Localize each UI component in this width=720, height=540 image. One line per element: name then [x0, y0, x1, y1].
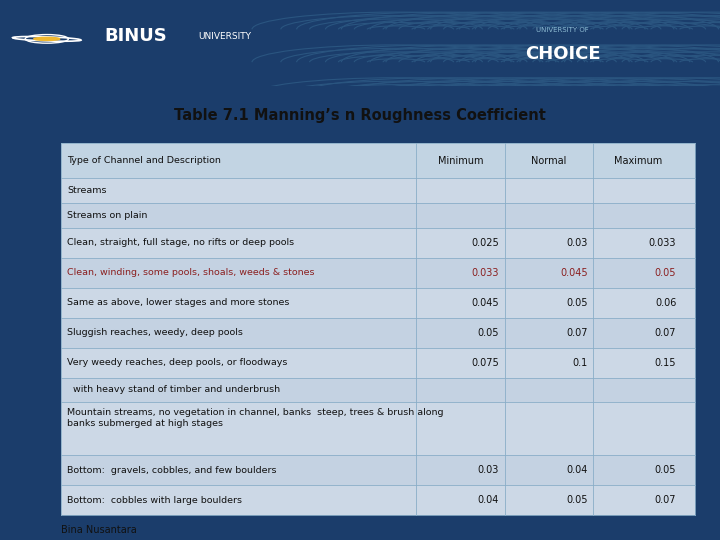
Text: 0.05: 0.05: [566, 298, 588, 308]
Text: 0.075: 0.075: [471, 357, 499, 368]
Text: 0.025: 0.025: [471, 238, 499, 248]
Text: 0.05: 0.05: [655, 465, 676, 475]
Text: Streams: Streams: [67, 186, 107, 195]
Bar: [61, 318, 695, 348]
Text: CHOICE: CHOICE: [526, 45, 601, 63]
Text: Minimum: Minimum: [438, 156, 483, 166]
Bar: [61, 455, 695, 485]
Bar: [61, 402, 695, 455]
Text: Bina Nusantara: Bina Nusantara: [61, 525, 137, 535]
Text: 0.04: 0.04: [477, 495, 499, 505]
Circle shape: [34, 37, 60, 40]
Text: Bottom:  cobbles with large boulders: Bottom: cobbles with large boulders: [67, 496, 242, 504]
Text: Mountain streams, no vegetation in channel, banks  steep, trees & brush along
ba: Mountain streams, no vegetation in chann…: [67, 408, 444, 428]
Text: Sluggish reaches, weedy, deep pools: Sluggish reaches, weedy, deep pools: [67, 328, 243, 337]
Text: Bottom:  gravels, cobbles, and few boulders: Bottom: gravels, cobbles, and few boulde…: [67, 465, 276, 475]
Text: 0.05: 0.05: [655, 268, 676, 278]
Text: Same as above, lower stages and more stones: Same as above, lower stages and more sto…: [67, 298, 289, 307]
Text: 0.07: 0.07: [566, 328, 588, 338]
Bar: [61, 203, 695, 228]
Text: Clean, winding, some pools, shoals, weeds & stones: Clean, winding, some pools, shoals, weed…: [67, 268, 315, 277]
Text: UNIVERSITY OF: UNIVERSITY OF: [536, 27, 589, 33]
Text: 0.04: 0.04: [567, 465, 588, 475]
Text: Streams on plain: Streams on plain: [67, 211, 148, 220]
Text: 0.06: 0.06: [655, 298, 676, 308]
Bar: [61, 485, 695, 515]
Text: Maximum: Maximum: [613, 156, 662, 166]
Text: 0.03: 0.03: [477, 465, 499, 475]
Text: Table 7.1 Manning’s n Roughness Coefficient: Table 7.1 Manning’s n Roughness Coeffici…: [174, 109, 546, 123]
Text: 0.033: 0.033: [649, 238, 676, 248]
Bar: [61, 178, 695, 203]
Bar: [61, 377, 695, 402]
Text: 0.033: 0.033: [472, 268, 499, 278]
Text: 0.045: 0.045: [560, 268, 588, 278]
Text: 0.07: 0.07: [655, 495, 676, 505]
Text: 0.045: 0.045: [472, 298, 499, 308]
Bar: [61, 348, 695, 377]
Text: Clean, straight, full stage, no rifts or deep pools: Clean, straight, full stage, no rifts or…: [67, 238, 294, 247]
Text: Normal: Normal: [531, 156, 567, 166]
Text: Type of Channel and Description: Type of Channel and Description: [67, 156, 221, 165]
Text: 0.03: 0.03: [567, 238, 588, 248]
Bar: [61, 258, 695, 288]
Text: with heavy stand of timber and underbrush: with heavy stand of timber and underbrus…: [67, 386, 280, 394]
Text: 0.07: 0.07: [655, 328, 676, 338]
Bar: [61, 228, 695, 258]
Text: Very weedy reaches, deep pools, or floodways: Very weedy reaches, deep pools, or flood…: [67, 358, 287, 367]
Text: 0.05: 0.05: [477, 328, 499, 338]
Bar: [61, 288, 695, 318]
Text: UNIVERSITY: UNIVERSITY: [198, 32, 251, 41]
Text: 0.05: 0.05: [566, 495, 588, 505]
Bar: [61, 143, 695, 178]
Text: 0.1: 0.1: [572, 357, 588, 368]
Text: BINUS: BINUS: [104, 28, 167, 45]
Text: 0.15: 0.15: [655, 357, 676, 368]
